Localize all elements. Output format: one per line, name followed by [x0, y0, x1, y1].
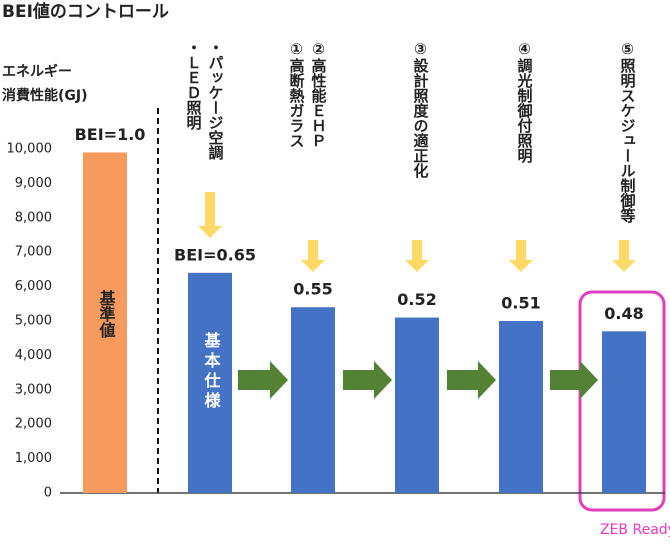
bei-label: 0.52: [397, 290, 436, 309]
yellow-arrow: [509, 240, 533, 272]
bar-inner-label: 基準値: [97, 289, 117, 339]
bar: [395, 317, 439, 493]
yellow-arrow: [301, 240, 325, 272]
category-label: ②高性能ＥＨＰ: [310, 40, 328, 148]
yellow-arrow: [405, 240, 429, 272]
y-tick-label: 9,000: [15, 176, 52, 191]
highlight-box: [578, 290, 666, 512]
bei-label: BEI=1.0: [75, 125, 146, 144]
y-axis-label: エネルギー: [2, 63, 72, 80]
yellow-arrow: [198, 192, 222, 238]
bei-label: 0.48: [604, 304, 643, 323]
y-tick-label: 5,000: [15, 314, 52, 329]
green-arrow: [550, 361, 598, 399]
category-label: ④調光制御付照明: [516, 40, 534, 164]
green-arrow: [238, 361, 288, 399]
category-label: ・ＬＥＤ照明: [185, 40, 203, 131]
chart-title: BEI値のコントロール: [2, 1, 169, 22]
goal-label: ZEB Ready達成: [600, 522, 670, 538]
y-tick-label: 2,000: [15, 417, 52, 432]
y-tick-label: 1,000: [15, 451, 52, 466]
bei-label: 0.55: [293, 280, 332, 299]
bar: [602, 331, 646, 493]
green-arrow: [343, 361, 392, 399]
bar: [188, 272, 232, 493]
category-label: ①高断熱ガラス: [288, 40, 306, 148]
y-tick-label: 7,000: [15, 245, 52, 260]
y-tick-label: 10,000: [7, 142, 53, 157]
bei-label: BEI=0.65: [174, 245, 256, 264]
category-label: ・パッケージ空調: [207, 40, 225, 161]
bar-inner-label: 基本仕様: [202, 331, 222, 412]
green-arrow: [447, 361, 496, 399]
bar: [83, 152, 127, 493]
y-tick-label: 8,000: [15, 210, 52, 225]
bei-label: 0.51: [501, 294, 540, 313]
y-tick-label: 0: [44, 486, 52, 501]
y-tick-label: 4,000: [15, 348, 52, 363]
yellow-arrow: [612, 240, 636, 272]
bar: [499, 321, 543, 493]
y-tick-label: 6,000: [15, 279, 52, 294]
y-tick-label: 3,000: [15, 382, 52, 397]
category-label: ⑤照明スケジュール制御等: [619, 40, 637, 224]
category-label: ③設計照度の適正化: [412, 40, 430, 178]
y-axis-label: 消費性能(GJ): [2, 87, 88, 104]
bar: [291, 307, 335, 493]
